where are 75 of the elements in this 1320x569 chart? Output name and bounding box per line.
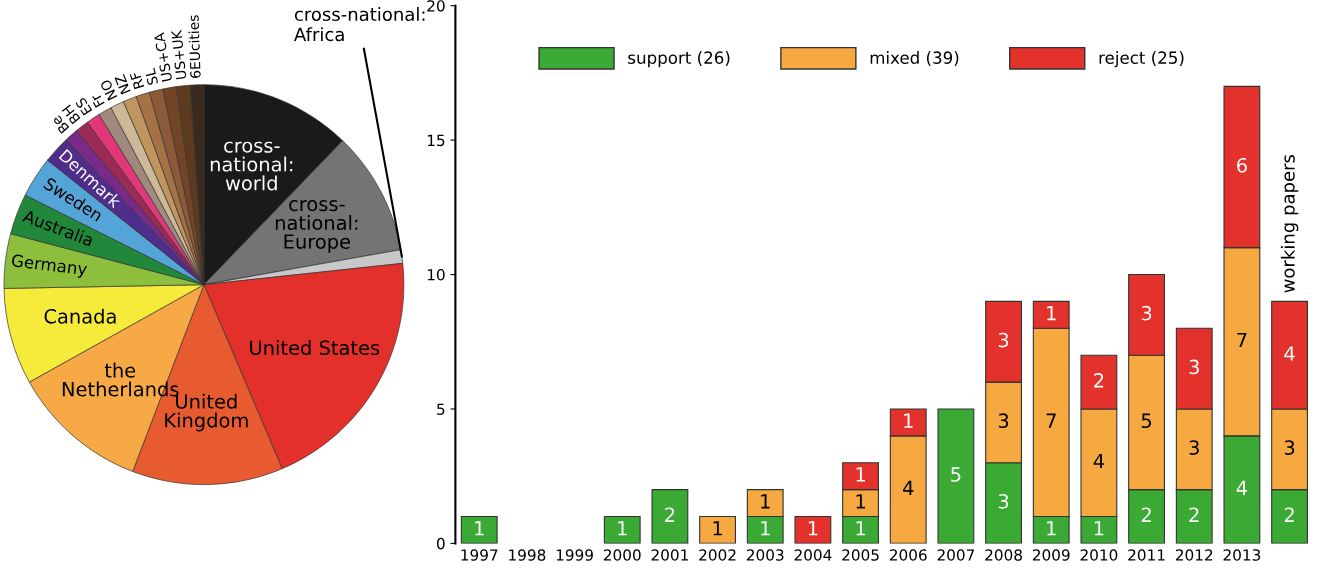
x-tick-label: 2000: [603, 549, 641, 561]
data-label: 4: [1093, 453, 1104, 469]
annotation: working papers: [1280, 154, 1299, 293]
data-label: 2: [1094, 373, 1104, 388]
x-tick-label: 2013: [1223, 549, 1261, 561]
data-label: 1: [808, 521, 818, 536]
slice-label: cross- national: world: [210, 141, 293, 191]
data-label: 1: [1047, 306, 1056, 321]
data-label: 1: [856, 521, 865, 536]
data-label: 4: [903, 480, 914, 495]
data-label: 1: [618, 521, 627, 536]
data-label: 1: [904, 413, 913, 428]
data-label: 1: [1047, 521, 1056, 536]
data-label: 1: [475, 521, 484, 536]
bar: [603, 515, 641, 544]
slice-label: RF: [129, 71, 145, 90]
data-label: 3: [998, 494, 1009, 509]
data-label: 1: [856, 494, 865, 509]
data-label: 2: [1189, 507, 1199, 522]
x-tick-label: 2005: [842, 549, 879, 561]
x-tick-label: 2011: [1128, 549, 1165, 561]
x-tick-label: 2006: [889, 549, 927, 561]
data-label: 1: [761, 521, 770, 536]
legend-label: mixed (39): [870, 51, 959, 66]
bar: [794, 515, 832, 544]
y-tick-label: 15: [427, 134, 445, 147]
data-label: 3: [1189, 440, 1199, 455]
y-tick-label: 0: [436, 537, 445, 550]
slice-label: Germany: [11, 253, 88, 279]
data-label: 3: [1284, 440, 1295, 455]
slice-label: Canada: [44, 308, 116, 324]
x-tick-label: 1999: [556, 549, 593, 561]
data-label: 6: [1237, 157, 1247, 173]
data-label: 2: [1141, 507, 1151, 522]
x-tick-label: 2001: [651, 549, 688, 561]
bar: [651, 489, 689, 544]
data-label: 5: [1141, 413, 1152, 429]
data-label: 4: [1284, 346, 1295, 361]
y-tick-label: 5: [437, 403, 445, 415]
data-label: 3: [1141, 305, 1152, 321]
x-tick-label: 1998: [509, 549, 546, 561]
data-label: 7: [1237, 332, 1247, 348]
data-label: 3: [1189, 359, 1199, 375]
data-label: 7: [1046, 413, 1056, 428]
data-label: 2: [665, 507, 675, 522]
data-label: 3: [998, 332, 1009, 348]
bar: [460, 515, 498, 544]
x-tick-label: 2012: [1175, 549, 1213, 561]
x-tick-label: 2009: [1032, 549, 1070, 561]
x-tick-label: 2010: [1080, 549, 1118, 561]
data-label: 4: [1236, 480, 1247, 495]
data-label: 1: [856, 467, 865, 482]
data-label: 1: [761, 494, 770, 509]
slice-label: US+UK: [170, 29, 187, 80]
slice-label: cross- national: Europe: [275, 200, 358, 253]
bar: [699, 515, 736, 544]
x-tick-label: 2003: [746, 549, 784, 561]
y-tick-label: 10: [427, 269, 445, 281]
data-label: 1: [1094, 521, 1104, 536]
data-label: 3: [998, 413, 1009, 429]
x-tick-label: 1997: [461, 549, 498, 561]
x-tick-label: 2007: [937, 549, 975, 561]
data-label: 5: [951, 467, 961, 482]
x-tick-label: 2002: [699, 549, 736, 561]
slice-label: United States: [250, 340, 380, 356]
data-label: 1: [713, 521, 722, 536]
x-tick-label: 2008: [985, 549, 1022, 561]
legend-label: reject (25): [1099, 51, 1184, 68]
legend-label: support (26): [628, 51, 730, 68]
data-label: 2: [1284, 507, 1294, 522]
bar: [937, 408, 975, 544]
x-tick-label: 2004: [794, 549, 832, 561]
y-tick-label: 20: [427, 0, 445, 12]
slice-label: cross-national: Africa: [294, 7, 425, 42]
slice-label: 6EUcities: [187, 15, 201, 79]
